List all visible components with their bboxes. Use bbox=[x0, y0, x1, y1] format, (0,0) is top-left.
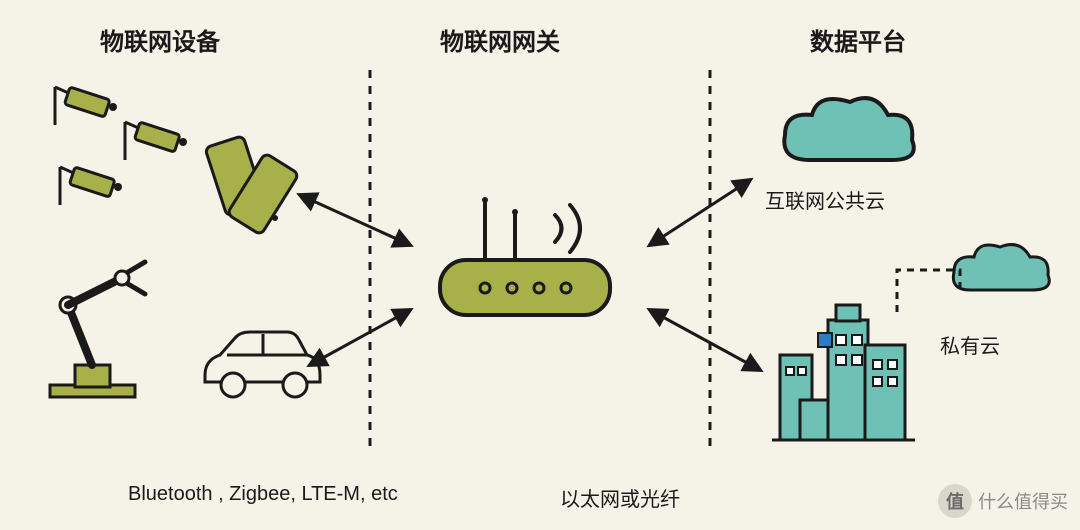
camera-icon bbox=[125, 122, 187, 160]
watermark-text: 什么值得买 bbox=[978, 488, 1068, 514]
camera-icon bbox=[55, 87, 117, 125]
arrow-gateway-cloud bbox=[650, 180, 750, 245]
arrow-devices-gateway-bottom bbox=[310, 310, 410, 365]
buildings-icon bbox=[772, 305, 915, 440]
arrow-devices-gateway-top bbox=[300, 195, 410, 245]
router-icon bbox=[440, 197, 610, 315]
cloud-private-icon bbox=[953, 245, 1049, 290]
cloud-public-icon bbox=[784, 98, 913, 160]
diagram-svg bbox=[0, 0, 1080, 530]
watermark-circle: 值 bbox=[938, 484, 972, 518]
dashed-link bbox=[897, 270, 960, 312]
camera-icon bbox=[60, 167, 122, 205]
phone-icon bbox=[205, 136, 299, 236]
arrow-gateway-building bbox=[650, 310, 760, 370]
watermark: 值 什么值得买 bbox=[938, 484, 1068, 518]
car-icon bbox=[205, 332, 320, 397]
robot-arm-icon bbox=[50, 262, 145, 397]
